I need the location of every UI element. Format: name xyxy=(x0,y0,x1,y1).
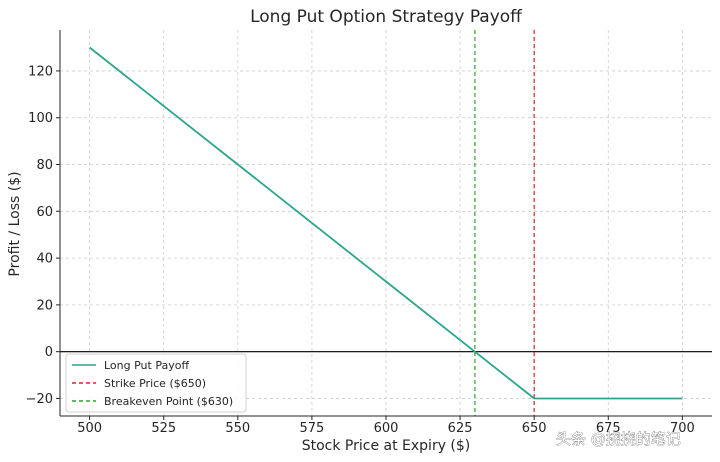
y-axis-label: Profit / Loss ($) xyxy=(7,171,23,276)
y-tick-label: 60 xyxy=(36,205,53,220)
legend-box xyxy=(65,353,247,413)
ticks: 500 525 550 575 600 625 650 675 700 −20 0 20 40 60 80 1… xyxy=(26,64,695,436)
x-tick-label: 500 xyxy=(77,421,102,436)
chart-title: Long Put Option Strategy Payoff xyxy=(250,7,523,27)
y-tick-label: −20 xyxy=(26,392,53,407)
y-tick-label: 0 xyxy=(45,345,53,360)
legend-entry-breakeven-label: Breakeven Point ($630) xyxy=(104,395,233,408)
x-tick-label: 575 xyxy=(299,421,324,436)
y-tick-label: 40 xyxy=(36,252,53,267)
x-tick-label: 675 xyxy=(596,421,621,436)
plot-lines xyxy=(60,30,712,416)
x-axis-label: Stock Price at Expiry ($) xyxy=(302,438,471,454)
legend-entry-payoff-label: Long Put Payoff xyxy=(104,359,189,372)
x-tick-label: 525 xyxy=(151,421,176,436)
watermark: 头条 @挠挠的笔记 xyxy=(556,430,681,448)
y-tick-label: 120 xyxy=(28,64,53,79)
x-tick-label: 550 xyxy=(225,421,250,436)
y-tick-label: 100 xyxy=(28,111,53,126)
payoff-line xyxy=(89,46,683,400)
legend: Long Put Payoff Strike Price ($650) Breake… xyxy=(65,353,247,413)
x-tick-label: 625 xyxy=(448,421,473,436)
legend-entry-strike-label: Strike Price ($650) xyxy=(104,377,206,390)
y-tick-label: 20 xyxy=(36,298,53,313)
x-tick-label: 650 xyxy=(522,421,547,436)
x-tick-label: 600 xyxy=(374,421,399,436)
x-tick-label: 700 xyxy=(670,421,695,436)
y-tick-label: 80 xyxy=(36,158,53,173)
